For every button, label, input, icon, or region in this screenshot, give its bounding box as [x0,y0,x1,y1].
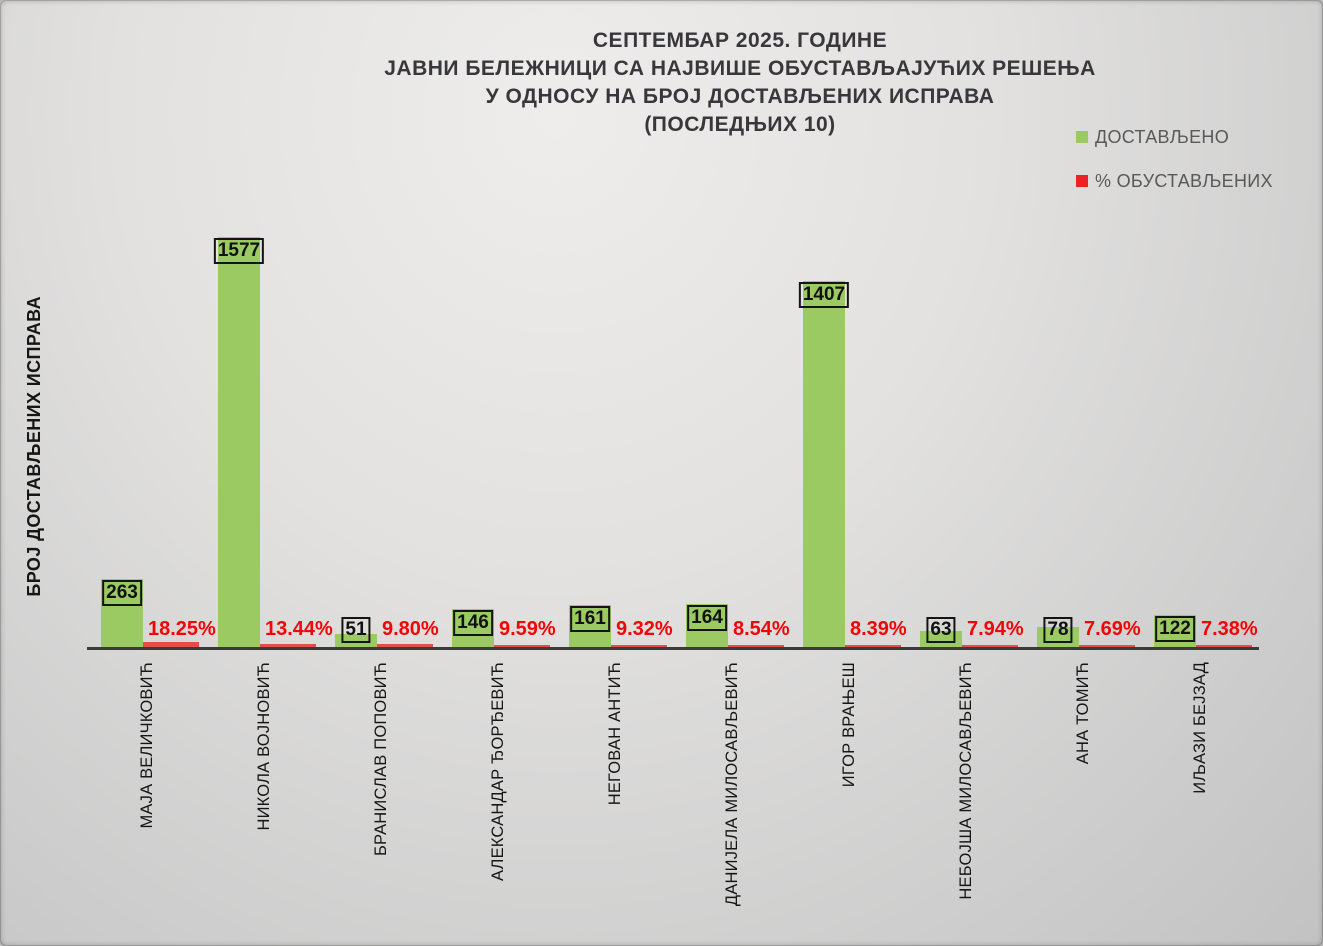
category-label: АНА ТОМИЋ [1074,662,1092,765]
suspended-bar [728,645,784,647]
legend-item-delivered: ДОСТАВЉЕНО [1076,126,1273,147]
suspended-pct-label: 8.39% [850,618,907,640]
suspended-pct-label: 8.54% [733,618,790,640]
suspended-bar [611,645,667,647]
delivered-value-label: 146 [453,610,493,636]
suspended-bar [143,642,199,647]
suspended-pct-label: 9.80% [382,618,439,640]
category-label: ДАНИЈЕЛА МИЛОСАВЉЕВИЋ [723,662,741,907]
delivered-value-label: 78 [1043,617,1073,643]
suspended-pct-label: 9.32% [616,618,673,640]
category-label: ИГОР ВРАЊЕШ [840,662,858,788]
delivered-bar [569,605,611,647]
delivered-bar [920,631,962,647]
category-label: НИКОЛА ВОЈНОВИЋ [255,662,273,831]
suspended-bar [1079,645,1135,647]
delivered-value-label: 1577 [213,238,265,264]
suspended-pct-label: 7.94% [967,618,1024,640]
delivered-value-label: 1407 [798,282,850,308]
delivered-value-label: 51 [341,617,371,643]
suspended-pct-label: 13.44% [265,618,333,640]
delivered-bar [101,579,143,647]
suspended-bar [377,644,433,647]
chart-title-line-3: У ОДНОСУ НА БРОЈ ДОСТАВЉЕНИХ ИСПРАВА [485,85,995,108]
suspended-bar [494,645,550,647]
suspended-pct-label: 18.25% [148,618,216,640]
suspended-pct-label: 9.59% [499,618,556,640]
x-axis-line [87,647,1259,650]
chart-title: СЕПТЕМБАР 2025. ГОДИНЕ ЈАВНИ БЕЛЕЖНИЦИ С… [340,27,1140,139]
suspended-legend-swatch-icon [1076,175,1088,187]
delivered-bar [452,609,494,647]
category-label: АЛЕКСАНДАР ЂОРЂЕВИЋ [489,662,507,882]
category-label: ИЉАЗИ БЕЈЗАД [1191,662,1209,794]
delivered-bar [335,634,377,647]
category-label: НЕБОЈША МИЛОСАВЉЕВИЋ [957,662,975,900]
legend-item-suspended: % ОБУСТАВЉЕНИХ [1076,170,1273,191]
chart-title-line-1: СЕПТЕМБАР 2025. ГОДИНЕ [592,29,888,52]
suspended-bar [845,645,901,647]
delivered-value-label: 63 [926,617,956,643]
delivered-value-label: 122 [1155,616,1195,642]
delivered-value-label: 164 [687,605,727,631]
category-label: МАЈА ВЕЛИЧКОВИЋ [138,662,156,829]
delivered-bar [686,604,728,647]
category-label: НЕГОВАН АНТИЋ [606,662,624,806]
chart-legend: ДОСТАВЉЕНО % ОБУСТАВЉЕНИХ [1076,126,1273,216]
category-label: БРАНИСЛАВ ПОПОВИЋ [372,662,390,857]
delivered-bar [803,281,845,647]
chart-title-line-4: (ПОСЛЕДЊИХ 10) [644,113,836,136]
chart-title-line-2: ЈАВНИ БЕЛЕЖНИЦИ СА НАЈВИШЕ ОБУСТАВЉАЈУЋИ… [384,57,1096,80]
suspended-bar [1196,645,1252,647]
suspended-pct-label: 7.38% [1201,618,1258,640]
delivered-legend-swatch-icon [1076,131,1088,143]
delivered-value-label: 161 [570,606,610,632]
delivered-value-label: 263 [102,580,142,606]
suspended-pct-label: 7.69% [1084,618,1141,640]
suspended-legend-label: % ОБУСТАВЉЕНИХ [1095,170,1273,191]
delivered-legend-label: ДОСТАВЉЕНО [1095,126,1230,147]
suspended-bar [260,644,316,647]
suspended-bar [962,645,1018,647]
delivered-bar [218,237,260,647]
